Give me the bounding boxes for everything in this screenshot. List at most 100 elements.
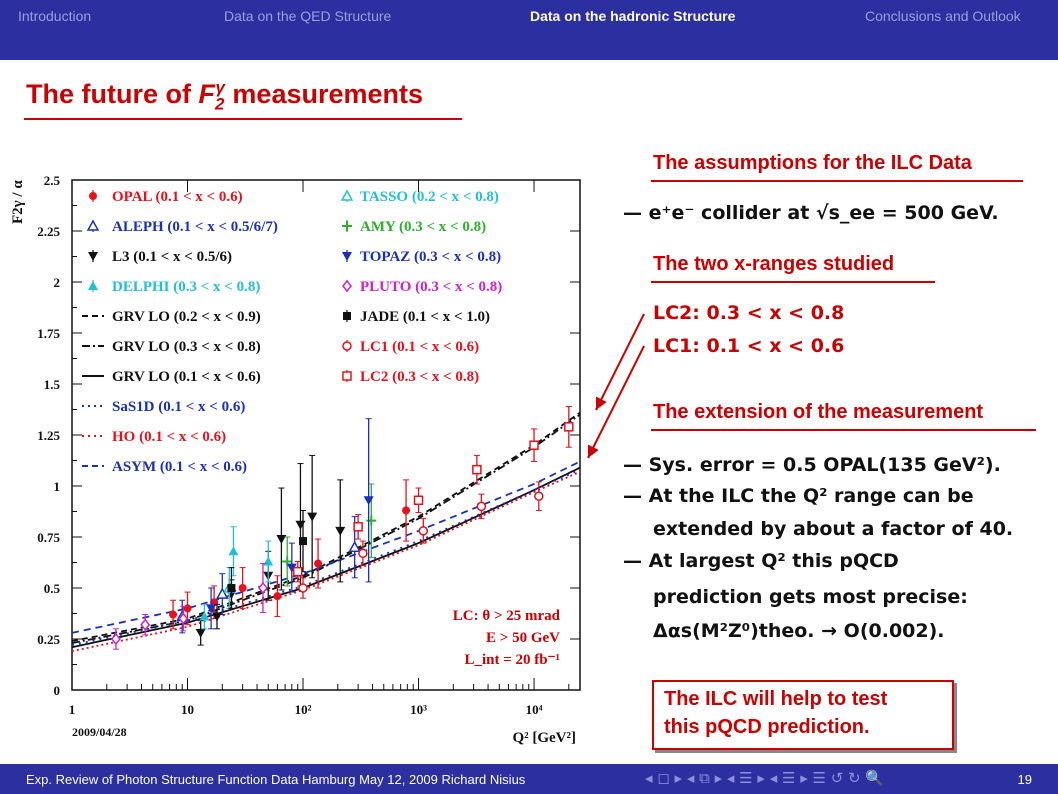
- data-point-l3: [211, 612, 222, 622]
- y-tick-label: 0: [54, 683, 61, 698]
- bullet-pqcd-cont: prediction gets most precise:: [653, 586, 968, 608]
- legend-entry: LC1 (0.1 < x < 0.6): [360, 339, 479, 355]
- data-point-delphi: [228, 546, 239, 556]
- nav-introduction[interactable]: Introduction: [18, 8, 92, 24]
- f2-gamma-plot: 0 0.25 0.5 0.75 1 1.25 1.5 1.75 2 2.25 2.5 1 10 10² 10…: [10, 173, 581, 746]
- legend-marker: [86, 219, 100, 231]
- data-point-topaz: [286, 563, 297, 573]
- nav-hadronic-structure[interactable]: Data on the hadronic Structure: [530, 8, 736, 24]
- conclusion-box: The ILC will help to test this pQCD pred…: [652, 680, 954, 750]
- assumptions-heading: The assumptions for the ILC Data: [653, 152, 972, 174]
- title-superscript: γ: [215, 78, 225, 97]
- extension-heading: The extension of the measurement: [653, 401, 984, 423]
- assumptions-underline: [651, 180, 1023, 182]
- x-tick-label: 10²: [295, 702, 312, 717]
- legend-marker: [342, 221, 352, 231]
- y-tick-label: 0.75: [37, 530, 60, 545]
- legend-marker: [89, 192, 97, 200]
- footer-text: Exp. Review of Photon Structure Function…: [26, 772, 526, 787]
- legend-entry: GRV LO (0.3 < x < 0.8): [112, 339, 261, 355]
- y-tick-label: 1.25: [37, 428, 60, 443]
- data-point-jade: [227, 584, 236, 592]
- legend-entry: JADE (0.1 < x < 1.0): [360, 309, 490, 325]
- data-point-l3: [276, 535, 287, 545]
- data-point-lc2: [353, 522, 363, 532]
- nav-qed-structure[interactable]: Data on the QED Structure: [224, 8, 392, 24]
- data-point-l3: [335, 526, 346, 536]
- legend-marker: [340, 189, 354, 201]
- data-point-delphi: [263, 556, 274, 566]
- y-tick-label: 0.25: [37, 632, 60, 647]
- legend-entry: PLUTO (0.3 < x < 0.8): [360, 279, 502, 295]
- y-tick-label: 1: [54, 479, 61, 494]
- curve-ho: [71, 470, 581, 653]
- title-suffix: measurements: [224, 79, 424, 109]
- y-tick-label: 2.5: [44, 173, 61, 188]
- slide-title: The future of F2γ measurements: [26, 78, 423, 114]
- data-point-l3: [195, 628, 206, 638]
- x-tick-label: 10⁴: [526, 702, 543, 717]
- data-point-opal: [183, 604, 192, 613]
- legend-entry: AMY (0.3 < x < 0.8): [360, 219, 486, 235]
- data-point-lc1: [298, 583, 308, 593]
- data-point-topaz: [206, 604, 217, 614]
- data-point-opal: [238, 584, 247, 592]
- data-point-lc2: [413, 495, 424, 506]
- data-point-pluto: [257, 581, 268, 595]
- top-navigation-bar: Introduction Data on the QED Structure D…: [0, 0, 1058, 60]
- legend-marker: [342, 341, 352, 351]
- title-subscript: 2: [214, 94, 225, 114]
- title-prefix: The future of: [26, 79, 199, 109]
- pointer-arrows: [587, 313, 645, 459]
- legend-entry: GRV LO (0.1 < x < 0.6): [112, 369, 261, 385]
- legend-entry: ASYM (0.1 < x < 0.6): [112, 459, 247, 475]
- legend-entry: GRV LO (0.2 < x < 0.9): [112, 309, 261, 325]
- data-point-l3: [295, 520, 306, 530]
- plot-date: 2009/04/28: [72, 725, 127, 739]
- legend-marker: [88, 281, 98, 290]
- annotation-angle: LC: θ > 25 mrad: [453, 608, 561, 624]
- data-point-pluto: [110, 632, 121, 646]
- bullet-q2-range: — At the ILC the Q² range can be: [623, 485, 974, 507]
- legend-marker: [343, 312, 351, 320]
- data-point-l3: [307, 512, 318, 522]
- data-point-opal: [314, 559, 323, 568]
- data-point-opal: [169, 610, 178, 619]
- legend-marker: [88, 252, 98, 261]
- data-point-lc1: [534, 491, 544, 501]
- data-point-pluto: [140, 618, 151, 631]
- x-tick-label: 1: [69, 702, 76, 717]
- legend-entry: HO (0.1 < x < 0.6): [112, 429, 226, 445]
- collider-line: — e⁺e⁻ collider at √s_ee = 500 GeV.: [623, 202, 999, 224]
- y-tick-label: 2.25: [37, 224, 60, 239]
- xranges-heading: The two x-ranges studied: [653, 253, 895, 275]
- data-point-aleph: [348, 540, 361, 552]
- legend-entry: OPAL (0.1 < x < 0.6): [112, 189, 243, 205]
- legend-marker: [342, 371, 352, 381]
- data-point-lc2: [529, 440, 539, 450]
- data-point-delphi: [199, 611, 210, 621]
- data-point-topaz: [363, 496, 374, 506]
- beamer-nav-icons[interactable]: ◂ ◻ ▸ ◂ ⧉ ▸ ◂ ☰ ▸ ◂ ☰ ▸ ☰ ↺ ↻ 🔍: [645, 769, 885, 787]
- data-point-opal: [402, 506, 411, 515]
- legend-marker: [342, 279, 352, 293]
- conclusion-line-2: this pQCD prediction.: [664, 716, 870, 738]
- y-axis-label: F2γ / α: [10, 180, 26, 224]
- bullet-sys-error: — Sys. error = 0.5 OPAL(135 GeV²).: [623, 454, 1001, 476]
- data-point-amy: [366, 515, 377, 526]
- curve-sas1d: [71, 468, 581, 646]
- nav-conclusions[interactable]: Conclusions and Outlook: [865, 8, 1021, 24]
- footer-bar: Exp. Review of Photon Structure Function…: [0, 764, 1058, 794]
- data-point-aleph: [216, 587, 229, 599]
- data-point-lc1: [476, 501, 487, 512]
- legend-entry: L3 (0.1 < x < 0.5/6): [112, 249, 232, 265]
- annotation-lumi: L_int = 20 fb⁻¹: [464, 652, 560, 668]
- title-underline: [24, 118, 462, 120]
- data-point-opal: [273, 592, 282, 601]
- y-tick-label: 1.75: [37, 326, 60, 341]
- x-tick-label: 10: [181, 702, 194, 717]
- title-symbol: F: [198, 79, 215, 109]
- y-tick-label: 2: [54, 275, 61, 290]
- legend-entry: TASSO (0.2 < x < 0.8): [360, 189, 499, 205]
- data-point-amy: [282, 556, 293, 567]
